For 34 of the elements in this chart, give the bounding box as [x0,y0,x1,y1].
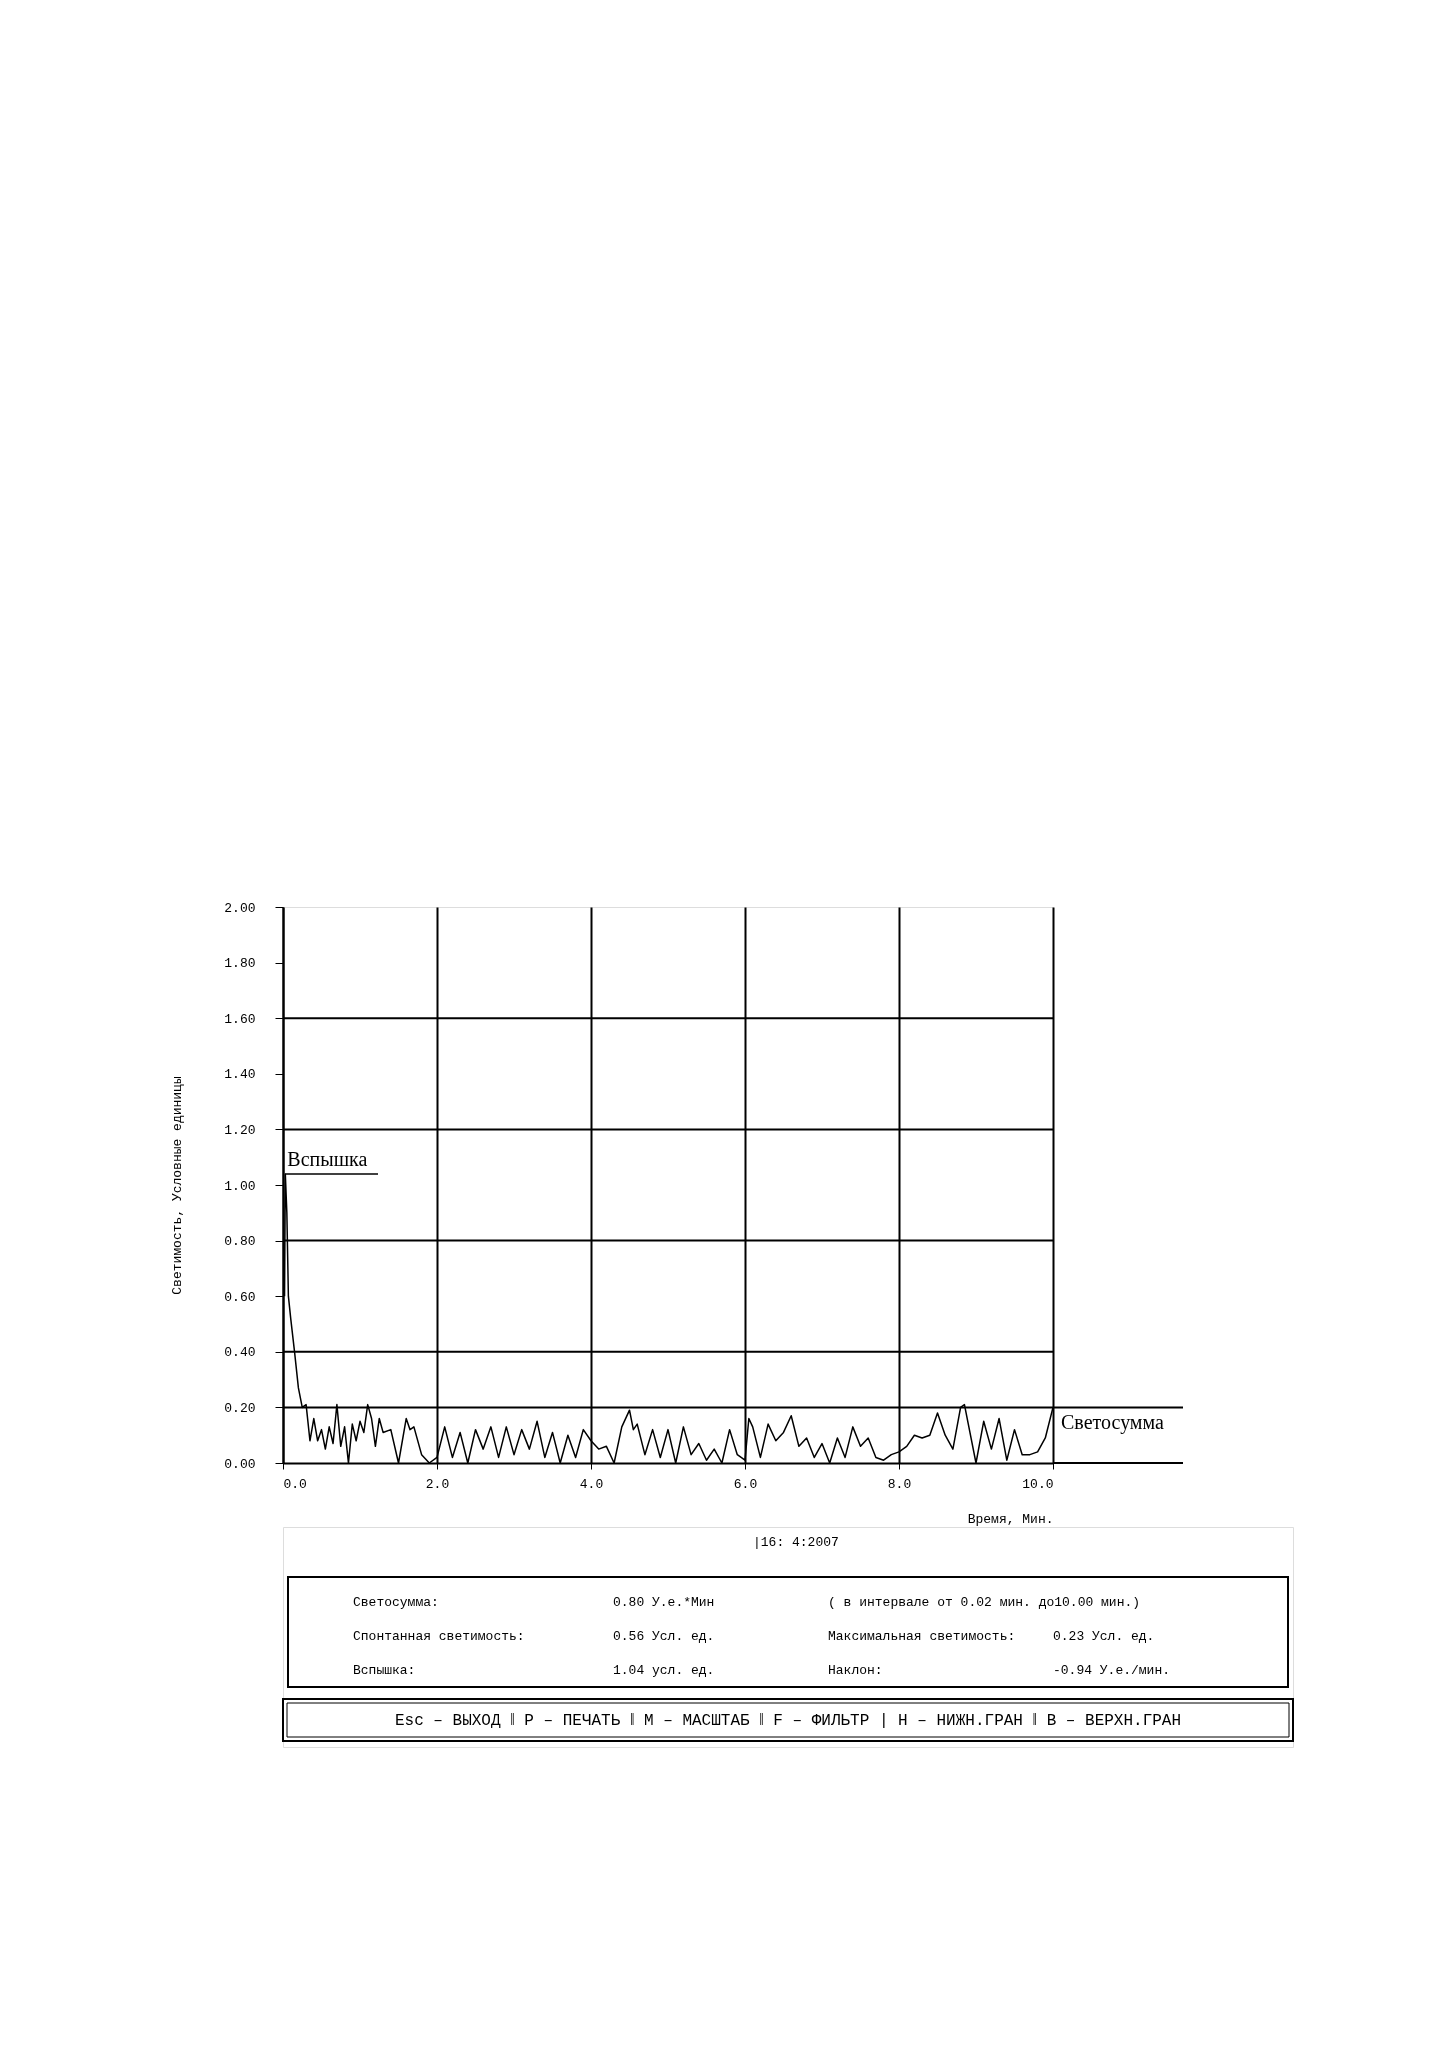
y-tick-label: 1.00 [224,1178,256,1194]
x-tick-label: 8.0 [887,1476,912,1492]
x-axis-title: Время, Мин. [967,1511,1054,1527]
text: Светосумма: [353,1595,439,1610]
x-tick-label: 6.0 [733,1476,758,1492]
text: 0.23 Усл. ед. [1053,1629,1155,1644]
ref-line-label: Светосумма [1061,1411,1165,1435]
text: |16: 4:2007 [753,1535,839,1550]
y-tick-label: 1.40 [224,1067,256,1083]
text: ( в интервале от 0.02 мин. до10.00 мин.) [828,1595,1141,1610]
text: 0.80 У.е.*Мин [613,1595,715,1610]
text: Esc – ВЫХОД ‖ P – ПЕЧАТЬ ‖ M – МАСШТАБ ‖ F – ФИЛЬТР | Н – НИЖН.ГРАН ‖ В – ВЕРХН.ГРАН [394,1712,1182,1730]
y-tick-label: 0.80 [224,1234,256,1250]
text: Наклон: [828,1663,883,1678]
annotation: Вспышка [287,1147,368,1170]
text: -0.94 У.е./мин. [1053,1663,1171,1678]
y-tick-label: 1.80 [224,956,256,972]
y-tick-label: 1.20 [224,1122,256,1138]
y-tick-label: 0.60 [224,1289,256,1305]
x-tick-label: 4.0 [579,1476,604,1492]
text: 1.04 усл. ед. [613,1663,715,1678]
y-tick-label: 0.20 [224,1400,256,1416]
y-tick-label: 0.40 [224,1345,256,1361]
x-tick-label: 10.0 [1022,1476,1054,1492]
y-tick-label: 0.00 [224,1456,256,1472]
text: Максимальная светимость: [828,1629,1016,1644]
y-axis-title: Светимость, Условные единицы [170,1076,186,1295]
text: Вспышка: [353,1663,416,1678]
text: 0.56 Усл. ед. [613,1629,715,1644]
y-tick-label: 1.60 [224,1011,256,1027]
x-tick-label: 2.0 [425,1476,450,1492]
x-tick-label: 0.0 [283,1476,307,1492]
y-tick-label: 2.00 [224,900,256,916]
text: Спонтанная светимость: [353,1629,525,1644]
